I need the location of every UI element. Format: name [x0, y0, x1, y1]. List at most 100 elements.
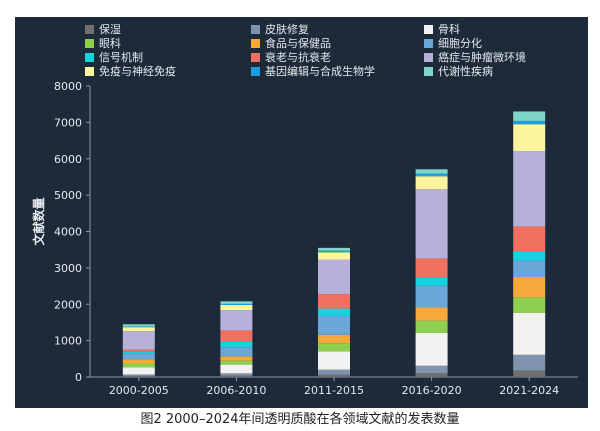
bar-segment	[513, 354, 546, 371]
bar-segment	[122, 324, 155, 327]
bar-segment	[513, 226, 546, 252]
y-axis-label: 文献数量	[31, 197, 46, 245]
y-tick-label: 1000	[54, 335, 82, 348]
legend-swatch	[424, 25, 433, 34]
bar-segment	[415, 372, 448, 377]
bar-segment	[415, 173, 448, 177]
legend-swatch	[251, 53, 260, 62]
legend-label: 衰老与抗衰老	[265, 50, 331, 64]
y-tick-label: 2000	[54, 298, 82, 311]
bar-segment	[513, 120, 546, 125]
x-tick-label: 2011-2015	[304, 384, 364, 397]
legend-swatch	[251, 67, 260, 76]
bar-segment	[415, 258, 448, 278]
bar-segment	[513, 251, 546, 261]
figure-caption: 图2 2000–2024年间透明质酸在各领域文献的发表数量	[140, 412, 460, 427]
bar-segment	[318, 259, 350, 295]
legend-label: 基因编辑与合成生物学	[265, 64, 375, 78]
x-tick-label: 2016-2020	[402, 384, 462, 397]
legend-label: 信号机制	[99, 50, 143, 64]
bar-segment	[415, 307, 448, 321]
bar-segment	[318, 351, 350, 370]
y-tick-label: 0	[75, 371, 82, 384]
bar-segment	[318, 315, 350, 335]
bar-segment	[122, 353, 155, 360]
bar-segment	[220, 373, 253, 376]
bar-segment	[122, 351, 155, 354]
bar-segment	[122, 367, 155, 375]
bar-segment	[220, 375, 253, 377]
y-tick-label: 6000	[54, 153, 82, 166]
y-tick-label: 7000	[54, 116, 82, 129]
legend-swatch	[251, 39, 260, 48]
x-tick-label: 2021-2024	[499, 384, 559, 397]
bar-segment	[220, 301, 253, 304]
legend-swatch	[424, 53, 433, 62]
x-tick-label: 2000-2005	[109, 384, 169, 397]
bar-segment	[220, 304, 253, 311]
bar-segment	[122, 331, 155, 350]
bar-segment	[220, 310, 253, 331]
legend-swatch	[85, 53, 94, 62]
chart-panel: 0 1000 2000 3000 4000 5000 6000 7000 8000 文献数量 200…	[15, 17, 588, 408]
bar-segment	[122, 349, 155, 352]
legend-label: 食品与保健品	[265, 36, 331, 50]
bar-segment	[513, 111, 546, 121]
bar-segment	[122, 327, 155, 332]
bar-segment	[220, 303, 253, 305]
legend-swatch	[85, 39, 94, 48]
bar-segment	[220, 330, 253, 342]
bar-segment	[513, 260, 546, 277]
legend-label: 癌症与肿瘤微环境	[438, 50, 526, 64]
bar-segment	[318, 343, 350, 352]
bar-segment	[513, 151, 546, 227]
bar-segment	[415, 169, 448, 174]
legend-swatch	[424, 39, 433, 48]
bar-segment	[415, 277, 448, 286]
stacked-bar-chart: 0 1000 2000 3000 4000 5000 6000 7000 8000 文献数量 200…	[31, 22, 578, 397]
bar-segment	[318, 294, 350, 309]
legend-swatch	[251, 25, 260, 34]
y-tick-label: 3000	[54, 262, 82, 275]
bar-segment	[513, 370, 546, 377]
y-tick-label: 8000	[54, 80, 82, 93]
bar-segment	[318, 252, 350, 260]
bar-segment	[513, 297, 546, 313]
legend-label: 保湿	[99, 22, 121, 36]
legend-swatch	[424, 67, 433, 76]
legend-swatch	[85, 67, 94, 76]
legend-label: 细胞分化	[438, 36, 482, 50]
bar-segment	[318, 369, 350, 375]
legend-swatch	[85, 25, 94, 34]
x-tick-label: 2006-2010	[206, 384, 266, 397]
bar-segment	[415, 176, 448, 190]
y-tick-label: 4000	[54, 226, 82, 239]
bar-segment	[513, 312, 546, 355]
bar-segment	[513, 124, 546, 152]
bar-segment	[122, 375, 155, 377]
bar-segment	[220, 347, 253, 357]
bar-segment	[318, 334, 350, 344]
legend-label: 皮肤修复	[265, 22, 309, 36]
legend-label: 免疫与神经免疫	[99, 64, 176, 78]
bar-segment	[318, 308, 350, 316]
bar-segment	[415, 285, 448, 308]
bar-segment	[220, 341, 253, 348]
legend-label: 代谢性疾病	[438, 64, 493, 78]
bar-segment	[415, 189, 448, 259]
bar-segment	[122, 359, 155, 364]
legend-label: 眼科	[99, 36, 121, 50]
bar-segment	[318, 374, 350, 377]
bar-segment	[220, 356, 253, 361]
bar-segment	[513, 276, 546, 298]
bar-segment	[415, 332, 448, 366]
bar-segment	[122, 326, 155, 328]
bar-segment	[220, 364, 253, 374]
bar-segment	[318, 247, 350, 251]
y-tick-label: 5000	[54, 189, 82, 202]
bar-segment	[122, 374, 155, 376]
bar-segment	[318, 250, 350, 253]
bar-segment	[415, 365, 448, 373]
bar-segment	[415, 320, 448, 333]
bar-segment	[220, 360, 253, 365]
